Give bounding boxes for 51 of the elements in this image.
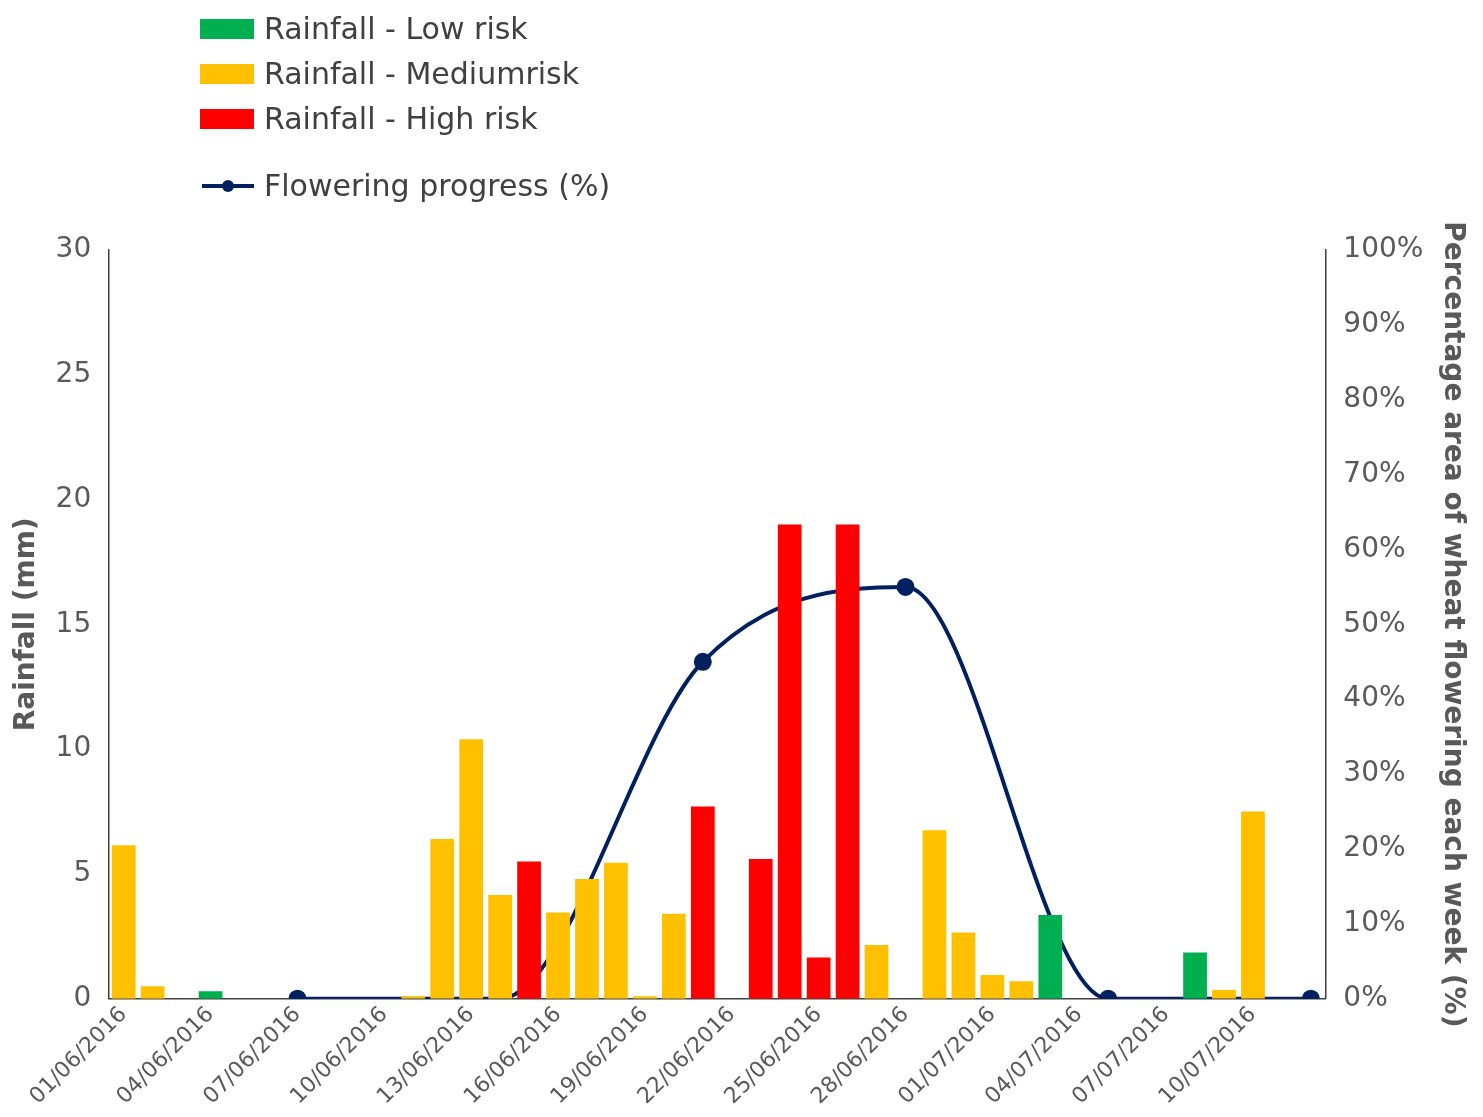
- y2-tick-label: 40%: [1343, 680, 1406, 714]
- bar: [951, 932, 976, 999]
- point: [693, 652, 712, 671]
- y2-axis-title: Percentage area of wheat flowering each week (%): [1437, 221, 1471, 1028]
- legend-label: Rainfall - Mediumrisk: [264, 56, 580, 91]
- y2-tick-label: 10%: [1343, 905, 1406, 939]
- bar: [575, 878, 599, 999]
- bar: [546, 912, 570, 999]
- y-tick-label: 20: [55, 480, 92, 514]
- bar: [1009, 981, 1034, 999]
- bar: [1241, 811, 1265, 999]
- bar: [604, 862, 628, 999]
- y-tick-label: 15: [55, 605, 92, 639]
- bar: [922, 830, 947, 999]
- bar: [980, 974, 1005, 999]
- bar: [777, 524, 802, 999]
- bar: [806, 957, 831, 999]
- bar: [690, 806, 715, 999]
- y2-tick-label: 0%: [1343, 979, 1388, 1013]
- bar: [517, 861, 541, 999]
- y2-tick-label: 50%: [1343, 605, 1406, 639]
- legend-label: Flowering progress (%): [264, 168, 611, 203]
- y2-tick-label: 60%: [1343, 530, 1406, 564]
- bar: [140, 986, 165, 999]
- y-axis-title: Rainfall (mm): [8, 517, 42, 732]
- bar: [1212, 989, 1236, 999]
- y-tick-label: 0: [73, 979, 92, 1013]
- y-tick-label: 10: [55, 730, 92, 764]
- y2-tick-label: 30%: [1343, 755, 1406, 789]
- bar: [661, 913, 686, 999]
- y2-tick-label: 90%: [1343, 306, 1406, 340]
- y2-tick-label: 100%: [1343, 231, 1424, 265]
- bar: [198, 991, 223, 999]
- bar: [111, 845, 136, 999]
- bar: [864, 945, 889, 999]
- bar: [748, 858, 773, 999]
- y-tick-label: 30: [55, 231, 92, 265]
- y-tick-label: 25: [55, 356, 92, 390]
- bar: [1038, 915, 1063, 999]
- bar: [488, 895, 512, 999]
- y-tick-label: 5: [73, 855, 92, 889]
- bar: [430, 838, 455, 999]
- point: [896, 577, 915, 596]
- bar: [459, 739, 484, 999]
- y2-tick-label: 70%: [1343, 455, 1406, 489]
- bar: [1183, 952, 1207, 999]
- y2-tick-label: 20%: [1343, 830, 1406, 864]
- y2-tick-label: 80%: [1343, 381, 1406, 415]
- legend-label: Rainfall - Low risk: [264, 11, 528, 46]
- legend-label: Rainfall - High risk: [264, 101, 538, 136]
- bar: [835, 524, 860, 999]
